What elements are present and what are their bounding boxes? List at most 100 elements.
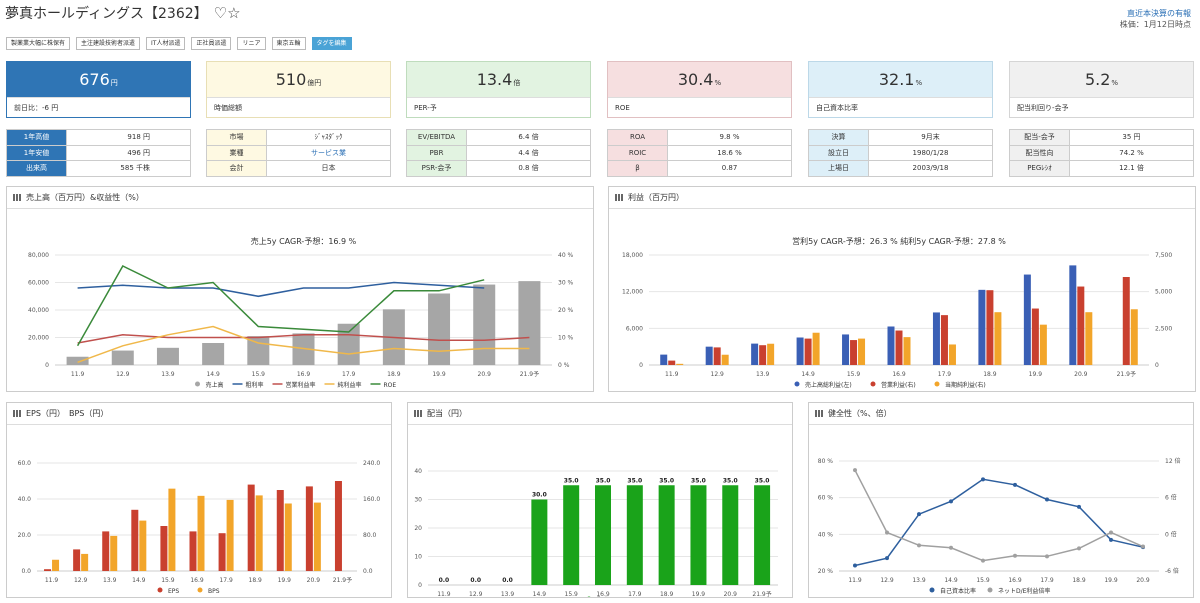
bar — [595, 485, 611, 585]
table-value: ｼﾞｬｽﾀﾞｯｸ — [266, 129, 391, 146]
bar-label: 35.0 — [659, 477, 674, 484]
table-label: 配当-会予 — [1009, 129, 1070, 146]
x-tick-label: 13.9 — [756, 371, 770, 378]
x-tick-label: 14.9 — [801, 371, 815, 378]
metric-number: 676 — [79, 70, 110, 89]
x-tick-label: 12.9 — [880, 577, 894, 584]
bar — [668, 360, 676, 365]
legend-label: 営業利益(右) — [881, 381, 916, 389]
metric-label: 時価総額 — [207, 97, 390, 118]
metric-label: 前日比：-6 円 — [7, 97, 190, 118]
table-label: 市場 — [206, 129, 267, 146]
metric-table: 配当-会予 35 円配当性向 74.2 % PEGﾚｼｵ 12.1 倍 — [1009, 129, 1194, 177]
bar — [197, 495, 205, 571]
table-label: 出来高 — [6, 160, 67, 177]
x-tick-label: 20.9 — [724, 591, 738, 597]
annual-report-link[interactable]: 直近本決算の有報 — [1127, 9, 1191, 18]
table-value: 日本 — [266, 160, 391, 177]
sales-chart: 売上5y CAGR-予想：16.9 % 0 20,000 40,000 60,000 80… — [28, 236, 574, 389]
legend-marker — [929, 587, 935, 593]
metric-value: 5.2% — [1010, 62, 1193, 97]
x-tick-label: 17.9 — [219, 577, 233, 584]
table-row: 1年安値 496 円 — [6, 144, 191, 161]
x-tick-label: 11.9 — [848, 577, 862, 584]
tag-item[interactable]: IT人材派遣 — [146, 37, 186, 50]
x-tick-label: 18.9 — [387, 371, 401, 378]
metric-label: 配当利回り-会予 — [1010, 97, 1193, 118]
bar — [658, 485, 675, 585]
metric-value: 32.1% — [809, 62, 992, 97]
table-row: β 0.87 — [607, 160, 792, 177]
table-value: 4.4 倍 — [466, 144, 591, 161]
data-point — [1045, 497, 1049, 502]
series-line — [77, 325, 530, 364]
bar — [767, 343, 775, 365]
tag-item[interactable]: 正社員派遣 — [191, 37, 232, 50]
bar — [156, 347, 179, 365]
x-tick-label: 18.9 — [660, 591, 674, 597]
bar — [722, 485, 739, 585]
tag-item[interactable]: 主注建設技術者派遣 — [76, 37, 141, 50]
x-tick-label: 18.9 — [249, 577, 263, 584]
bar-chart-icon — [13, 410, 21, 417]
x-tick-label: 14.9 — [132, 577, 146, 584]
table-label: 業種 — [206, 144, 267, 161]
y-tick-label: 12,000 — [622, 289, 643, 296]
tag-item[interactable]: 製薬業大幅に株保有 — [6, 37, 71, 50]
bar — [660, 354, 668, 365]
metric-number: 5.2 — [1084, 70, 1111, 89]
metric-unit: % — [915, 79, 923, 87]
table-row: 1年高値 918 円 — [6, 129, 191, 146]
metric-table: 決算 9月末 設立日 1980/1/28 上場日 2003/9/18 — [808, 129, 993, 177]
sales-chart-header: 売上高（百万円）&収益性（%） — [7, 187, 593, 209]
dividend-chart-header: 配当（円） — [408, 403, 792, 425]
eps-chart-panel: EPS（円） BPS（円） 0.0 20.0 40.0 60.0 0.0 80.0 160.… — [6, 402, 392, 598]
favorite-icon[interactable]: ♡☆ — [213, 4, 241, 22]
table-row: 出来高 585 千株 — [6, 160, 191, 177]
bar-label: 0.0 — [439, 577, 450, 584]
data-point — [1013, 553, 1017, 558]
x-tick-label: 11.9 — [71, 371, 85, 378]
y2-tick-label: 40 % — [558, 252, 574, 259]
y2-tick-label: 0 % — [558, 362, 570, 369]
table-value: 18.6 % — [667, 144, 792, 161]
sales-chart-title: 売上高（百万円）&収益性（%） — [26, 193, 144, 202]
x-tick-label: 19.9 — [1104, 577, 1118, 584]
tag-item[interactable]: リニア — [237, 37, 266, 50]
series-line — [854, 478, 1144, 567]
metric-table: 1年高値 918 円 1年安値 496 円出来高 585 千株 — [6, 129, 191, 177]
x-tick-label: 20.9 — [478, 371, 492, 378]
bar — [1130, 309, 1138, 365]
data-point — [1109, 537, 1113, 542]
y2-tick-label: 30 % — [558, 280, 574, 287]
legend-label: EPS — [168, 588, 179, 595]
y2-tick-label: 20 % — [558, 307, 574, 314]
bar — [337, 323, 360, 365]
y2-tick-label: 80.0 — [363, 532, 377, 539]
dividend-chart: 0 10 20 30 40 11.9 12.9 13.9 14.9 15.9 16.9 17.9 18.… — [414, 468, 778, 603]
bar — [531, 499, 548, 585]
bar — [940, 315, 948, 365]
edit-tags-button[interactable]: タグを編集 — [311, 37, 352, 50]
x-tick-label: 21.9予 — [520, 370, 539, 378]
bar — [887, 326, 895, 365]
x-tick-label: 18.9 — [1072, 577, 1086, 584]
table-value: 6.4 倍 — [466, 129, 591, 146]
profit-chart-panel: 利益（百万円） 営利5y CAGR-予想：26.3 % 純利5y CAGR-予想… — [608, 186, 1196, 392]
bar — [189, 531, 197, 571]
y-tick-label: 20.0 — [18, 532, 32, 539]
y-tick-label: 0 — [418, 582, 422, 589]
metric-number: 510 — [275, 70, 307, 89]
eps-chart-header: EPS（円） BPS（円） — [7, 403, 391, 425]
x-tick-label: 20.9 — [1136, 577, 1150, 584]
bar — [52, 559, 60, 571]
table-value: 35 円 — [1069, 129, 1194, 146]
bar-chart-icon — [815, 410, 823, 417]
table-value[interactable]: サービス業 — [266, 144, 391, 161]
metric-label: PER-予 — [407, 97, 590, 118]
bar — [705, 346, 713, 365]
tag-item[interactable]: 東京五輪 — [271, 37, 306, 50]
table-label: 配当性向 — [1009, 144, 1070, 161]
bar — [754, 485, 771, 585]
x-tick-label: 13.9 — [161, 371, 175, 378]
